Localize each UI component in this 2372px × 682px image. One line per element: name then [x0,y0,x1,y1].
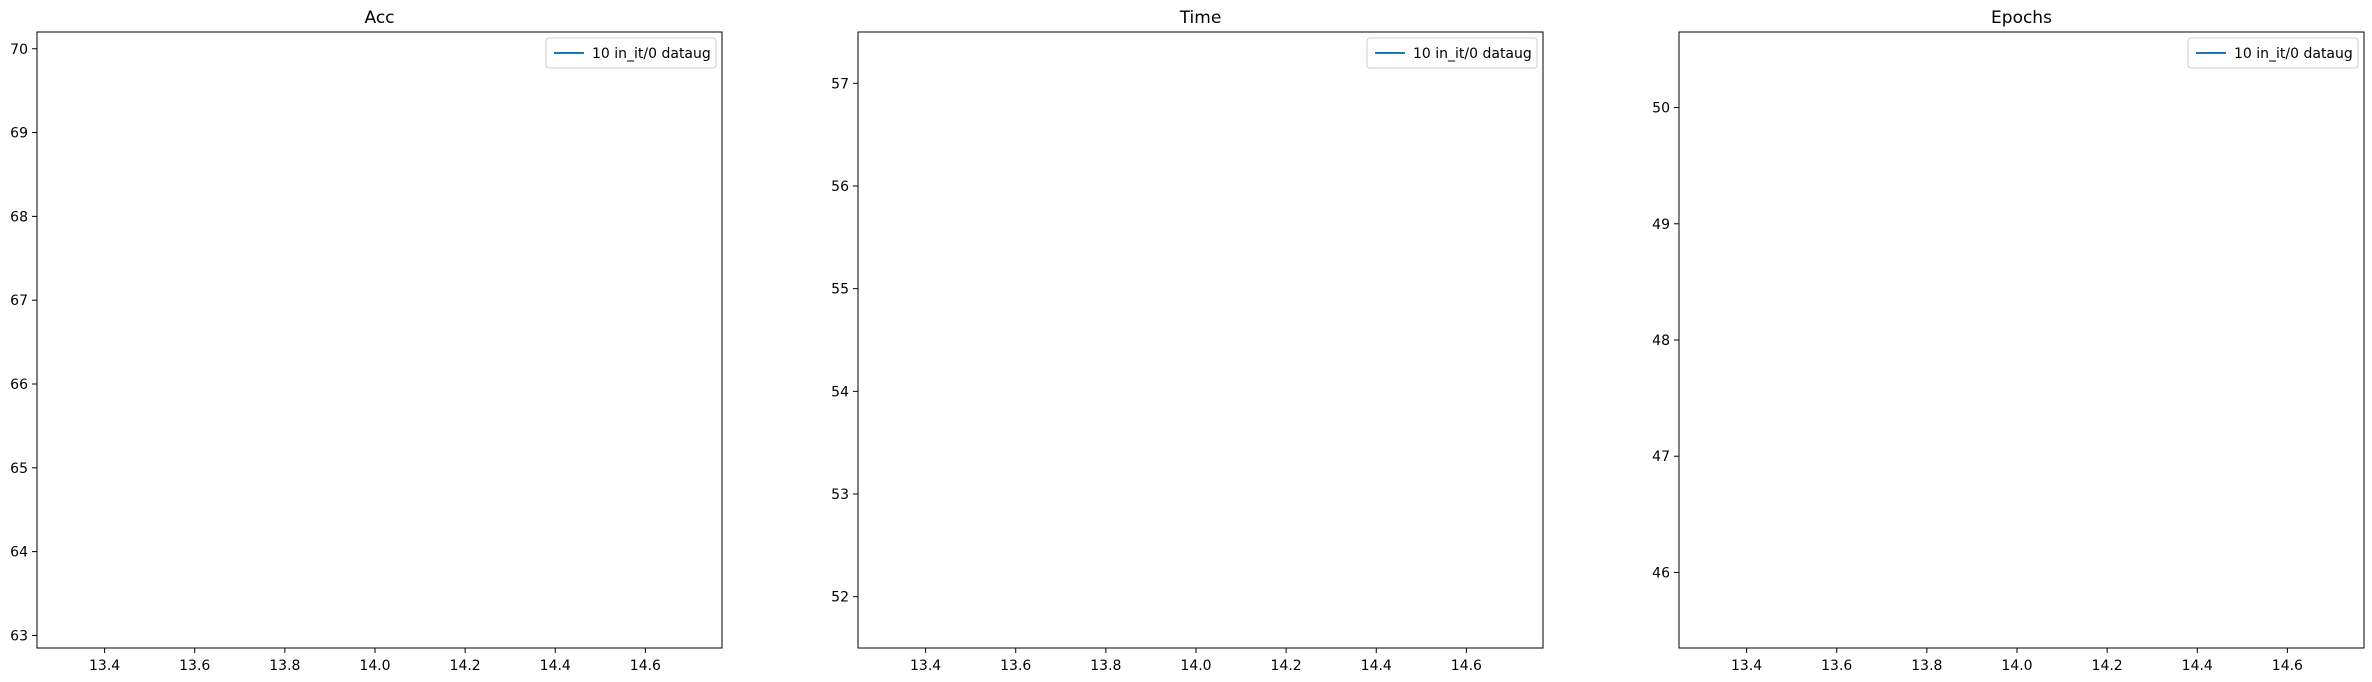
legend: 10 in_it/0 dataug [545,37,717,69]
legend-box [1366,37,1538,69]
x-tick-label: 13.8 [1911,658,1942,674]
y-tick-label: 68 [10,209,28,225]
y-tick-label: 56 [831,179,849,195]
x-tick-label: 13.4 [89,658,120,674]
x-tick-label: 14.0 [2001,658,2032,674]
legend-box [2187,37,2359,69]
chart-title: Acc [364,8,394,28]
y-tick-label: 50 [1652,101,1670,117]
y-tick-label: 63 [10,628,28,644]
plot-frame [1678,31,2365,649]
y-tick-label: 64 [10,545,28,561]
y-tick-label: 46 [1652,565,1670,581]
chart-acc: Acc 13.4 13.6 13.8 14.0 14.2 14.4 14.6 63 64 65 66 6… [10,8,723,674]
x-tick-label: 14.6 [630,658,661,674]
y-tick-label: 67 [10,293,28,309]
y-tick-label: 57 [831,76,849,92]
y-tick-label: 47 [1652,449,1670,465]
plot-frame [36,31,723,649]
chart-title: Epochs [1991,8,2052,28]
x-tick-label: 14.0 [359,658,390,674]
y-tick-label: 54 [831,384,849,400]
x-tick-label: 13.6 [1821,658,1852,674]
x-tick-label: 14.2 [1271,658,1302,674]
x-tick-label: 14.4 [2182,658,2213,674]
x-tick-label: 13.4 [910,658,941,674]
chart-time: Time 13.4 13.6 13.8 14.0 14.2 14.4 14.6 52 53 54 55… [831,8,1544,674]
x-tick-label: 13.4 [1731,658,1762,674]
x-tick-label: 13.8 [1090,658,1121,674]
y-tick-label: 49 [1652,217,1670,233]
chart-epochs: Epochs 13.4 13.6 13.8 14.0 14.2 14.4 14.6 46 47 48… [1652,8,2365,674]
x-tick-label: 13.6 [1000,658,1031,674]
chart-title: Time [1179,8,1222,28]
y-tick-label: 70 [10,42,28,58]
legend-box [545,37,717,69]
y-tick-label: 66 [10,377,28,393]
y-tick-label: 55 [831,282,849,298]
x-tick-label: 14.4 [1361,658,1392,674]
legend: 10 in_it/0 dataug [2187,37,2359,69]
x-tick-label: 14.0 [1180,658,1211,674]
y-tick-label: 48 [1652,333,1670,349]
legend: 10 in_it/0 dataug [1366,37,1538,69]
legend-label: 10 in_it/0 dataug [1413,46,1532,62]
x-tick-label: 13.6 [179,658,210,674]
x-tick-label: 14.2 [2092,658,2123,674]
x-tick-label: 14.6 [2272,658,2303,674]
y-tick-label: 52 [831,590,849,606]
y-tick-label: 69 [10,126,28,142]
legend-label: 10 in_it/0 dataug [592,46,711,62]
x-tick-label: 14.4 [540,658,571,674]
x-tick-label: 14.6 [1451,658,1482,674]
y-tick-label: 65 [10,461,28,477]
legend-label: 10 in_it/0 dataug [2234,46,2353,62]
x-tick-label: 13.8 [269,658,300,674]
x-tick-label: 14.2 [450,658,481,674]
y-tick-label: 53 [831,487,849,503]
plot-frame [857,31,1544,649]
